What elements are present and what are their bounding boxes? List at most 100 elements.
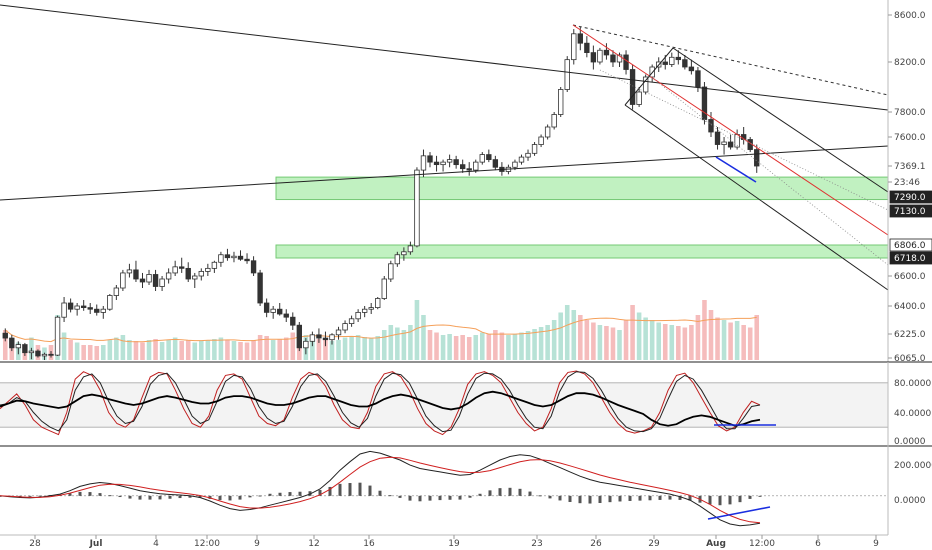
- macd-histogram-bar: [168, 495, 172, 499]
- price-tick-label: 6225.0: [894, 330, 926, 340]
- macd-histogram-bar: [198, 495, 202, 498]
- volume-bar: [551, 320, 557, 360]
- candle-body: [100, 308, 106, 313]
- time-tick-label: 26: [590, 539, 602, 549]
- price-label-box-text: 7130.0: [894, 207, 926, 217]
- ascending-trend-line: [0, 145, 889, 201]
- volume-bar: [708, 310, 714, 360]
- candle: [453, 155, 459, 169]
- candle: [67, 298, 74, 313]
- candle: [100, 306, 106, 319]
- volume-bar: [355, 335, 361, 360]
- candle-body: [94, 308, 100, 313]
- candle-body: [642, 76, 649, 93]
- candle: [35, 349, 41, 358]
- macd-histogram-bar: [638, 495, 642, 501]
- price-tick-label: 7369.1: [894, 162, 926, 172]
- candle-body: [355, 311, 361, 320]
- candle: [22, 342, 28, 356]
- volume-bar: [669, 325, 675, 360]
- macd-histogram-bar: [428, 495, 432, 501]
- volume-bar: [584, 320, 590, 360]
- candle: [688, 59, 695, 75]
- candle: [250, 256, 257, 276]
- candle: [94, 304, 100, 316]
- candle: [179, 257, 185, 273]
- candle: [198, 268, 204, 281]
- macd-histogram-bar: [278, 492, 282, 496]
- volume-bar: [721, 320, 727, 360]
- candle: [172, 260, 178, 276]
- candle-body: [407, 245, 414, 253]
- candle: [466, 162, 472, 176]
- pitchfork-lower-line: [624, 104, 889, 291]
- candle-body: [597, 49, 603, 63]
- candle-body: [486, 154, 492, 161]
- macd-histogram-bar: [178, 495, 182, 499]
- candle: [433, 155, 440, 172]
- time-tick-label: 12:00: [749, 539, 775, 549]
- candle-body: [139, 278, 146, 283]
- candle-body: [727, 141, 734, 148]
- candle-body: [165, 272, 172, 280]
- candle: [420, 149, 427, 178]
- candle-body: [577, 33, 583, 44]
- candle: [257, 269, 263, 306]
- candle-body: [544, 126, 551, 138]
- time-tick-label: 9: [254, 539, 260, 549]
- candle: [296, 322, 303, 352]
- macd-histogram-bar: [528, 491, 532, 496]
- candle-body: [381, 278, 387, 299]
- candle-body: [146, 274, 152, 283]
- volume-bar: [453, 336, 459, 360]
- candle: [492, 155, 499, 171]
- candle-body: [695, 70, 701, 88]
- volume-bar: [734, 321, 740, 360]
- price-tick-label: 8600.0: [894, 11, 926, 21]
- candle: [531, 142, 538, 156]
- candle-body: [87, 307, 93, 310]
- candle-body: [54, 316, 61, 356]
- macd-histogram-bar: [628, 495, 632, 501]
- macd-histogram-bar: [148, 495, 152, 500]
- volume-bar: [205, 340, 211, 360]
- volume-bar: [127, 340, 132, 360]
- candle-body: [571, 33, 577, 61]
- macd-series-line-0: [0, 450, 761, 527]
- candle-body: [159, 278, 165, 287]
- price-label-box: 6718.0: [889, 251, 932, 265]
- macd-histogram-bar: [338, 483, 342, 496]
- price-tick-label: 23:46: [894, 178, 920, 188]
- candle: [152, 269, 159, 291]
- candle-body: [28, 350, 35, 354]
- volume-ma-line: [4, 316, 757, 343]
- support-zone-0: [275, 176, 889, 201]
- candle: [459, 159, 466, 173]
- volume-bar: [689, 325, 694, 360]
- candle: [675, 50, 682, 65]
- volume-bar: [74, 342, 80, 360]
- volume-bar: [643, 317, 648, 360]
- volume-bar: [493, 330, 498, 360]
- candle: [61, 297, 67, 322]
- volume-bar: [564, 305, 570, 360]
- volume-bar: [94, 346, 100, 360]
- candle-body: [231, 255, 237, 259]
- macd-histogram-bar: [458, 495, 462, 500]
- volume-bar: [231, 341, 237, 360]
- volume-bar: [290, 332, 296, 360]
- candle: [28, 347, 35, 360]
- candle: [342, 320, 348, 334]
- candle: [446, 154, 453, 168]
- candle-body: [466, 168, 472, 171]
- time-tick-label: 23: [531, 539, 542, 549]
- volume-bar: [617, 330, 622, 360]
- candle: [440, 159, 446, 172]
- candle-body: [420, 155, 427, 171]
- price-label-box-bg: [889, 251, 932, 265]
- volume-bar: [741, 325, 746, 360]
- volume-bar: [591, 322, 596, 360]
- candle: [427, 152, 433, 168]
